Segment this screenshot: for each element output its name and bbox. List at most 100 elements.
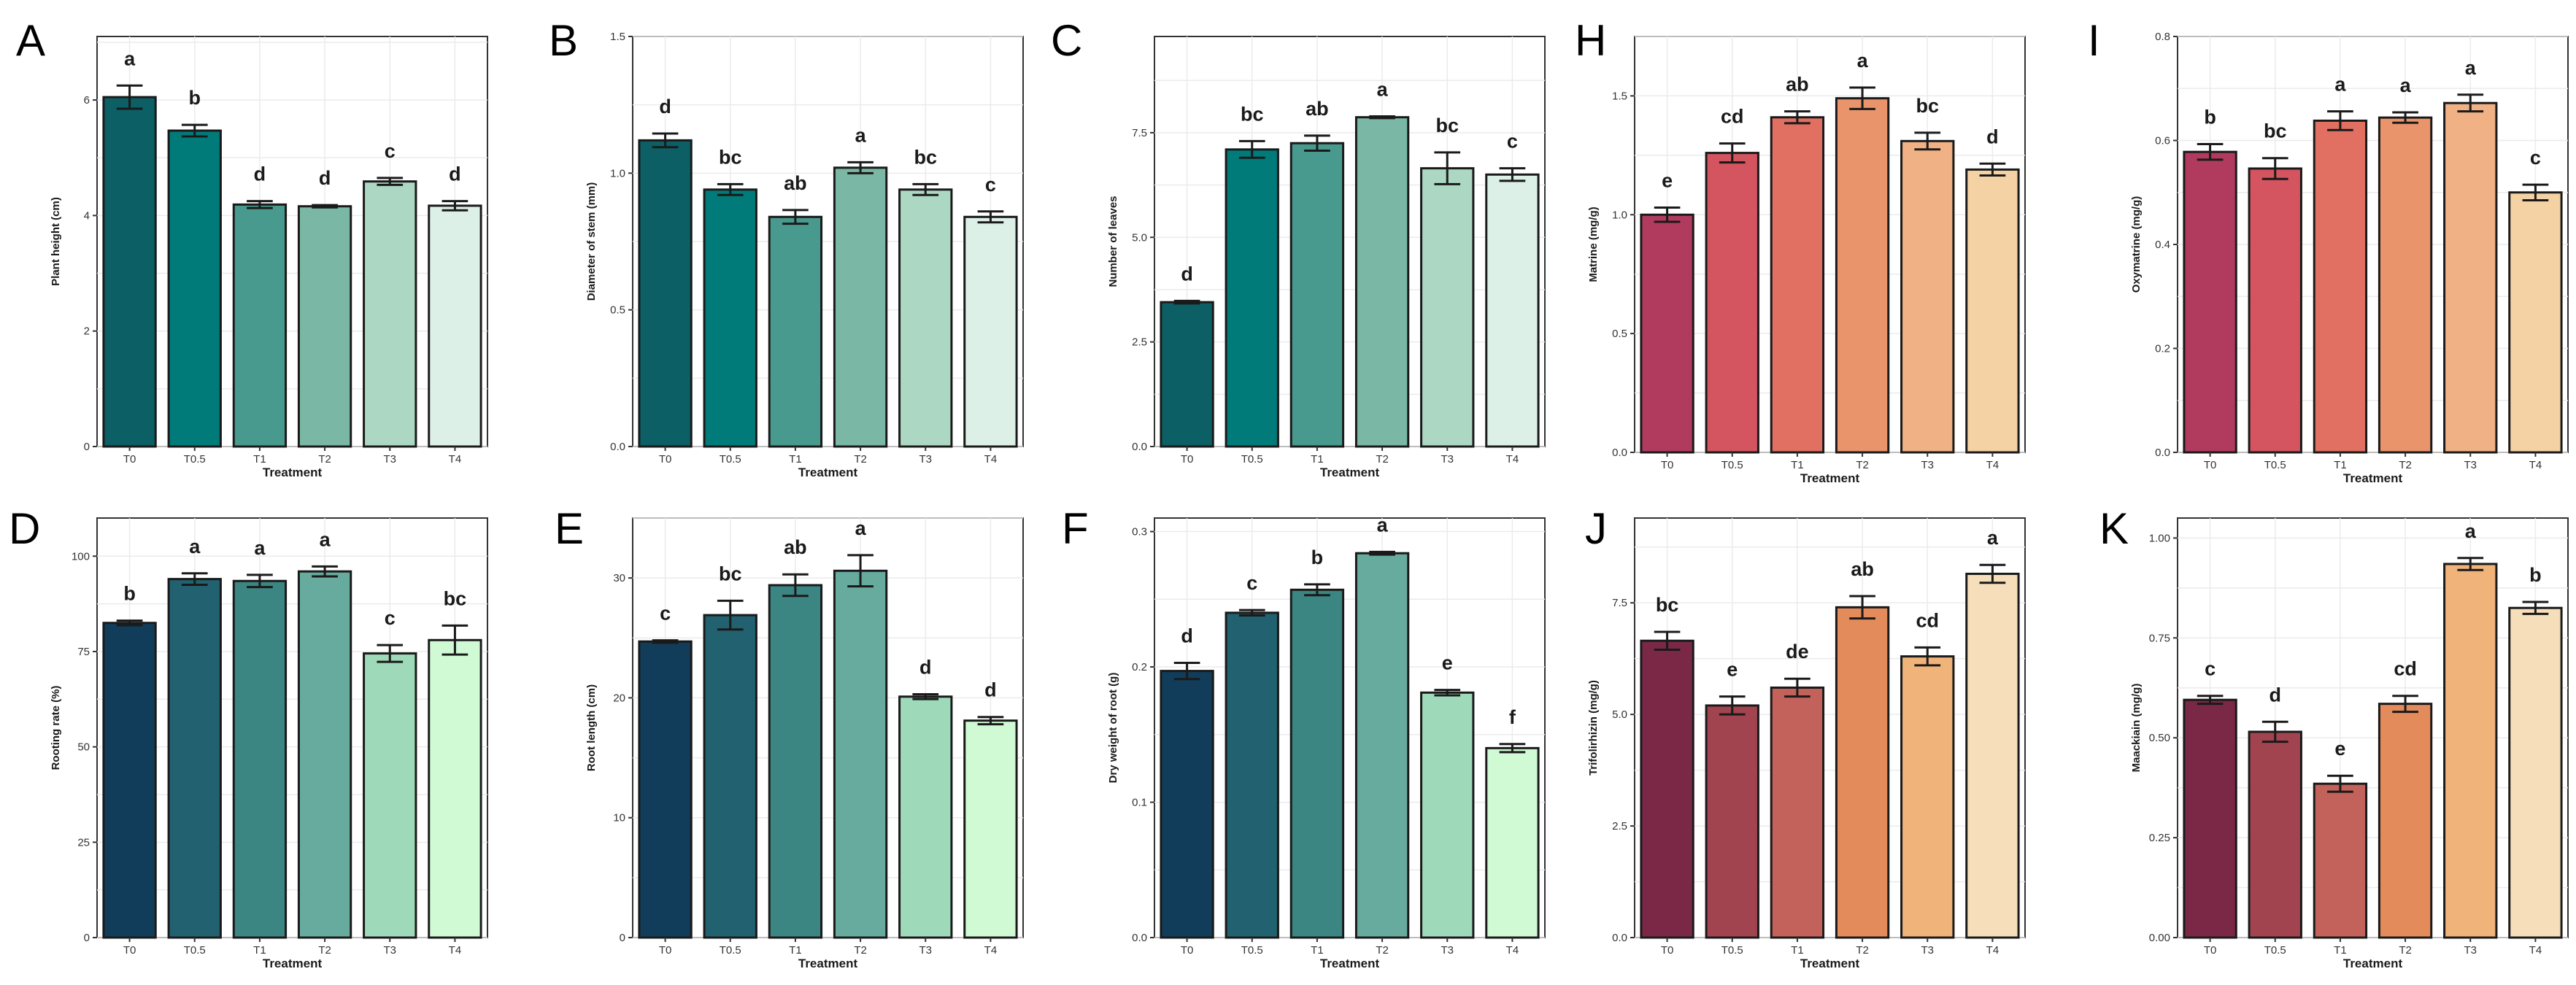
y-tick-label: 5.0 — [1132, 231, 1147, 244]
y-tick-label: 0.75 — [2149, 632, 2170, 644]
y-tick-label: 4 — [84, 209, 90, 222]
error-bar — [1914, 131, 1941, 151]
x-tick-label: T0.5 — [1241, 944, 1263, 957]
significance-label: d — [319, 167, 331, 189]
error-bar — [847, 161, 874, 174]
x-tick-label: T4 — [984, 453, 998, 466]
x-tick-label: T0.5 — [720, 944, 741, 957]
y-tick-label: 25 — [77, 836, 90, 849]
error-bar — [912, 693, 939, 700]
bar-k-t1 — [2313, 782, 2368, 939]
error-bar — [312, 565, 338, 578]
significance-label: e — [2334, 738, 2345, 760]
x-tick-label: T1 — [1311, 944, 1324, 957]
significance-label: a — [1857, 50, 1869, 72]
y-axis-title: Maackiain (mg/g) — [2130, 684, 2143, 773]
bar-e-t0-5 — [703, 614, 757, 939]
y-tick-label: 20 — [613, 692, 625, 704]
significance-label: a — [320, 528, 331, 550]
x-tick-label: T4 — [1506, 944, 1519, 957]
panel-e: c T0 bc T0.5 ab T1 a T2 d T3 d T4 0 10 20 30 Treatment Ro… — [555, 504, 1024, 970]
x-tick-label: T2 — [318, 453, 331, 466]
bar-e-t1 — [768, 584, 823, 939]
bar-a-t2 — [297, 205, 352, 448]
y-tick-label: 1.0 — [610, 167, 625, 179]
plot-area — [1154, 36, 1546, 447]
error-bar — [1369, 115, 1395, 120]
x-tick-label: T0 — [1661, 944, 1674, 957]
error-bar — [1173, 661, 1200, 681]
error-bar — [1849, 86, 1875, 110]
significance-label: a — [2400, 74, 2412, 96]
y-tick-label: 1.00 — [2149, 532, 2170, 544]
bar-e-t4 — [963, 719, 1018, 939]
bar-a-t0 — [102, 96, 157, 448]
x-tick-label: T2 — [2399, 459, 2412, 471]
bar-c-t4 — [1485, 173, 1540, 448]
significance-label: c — [385, 140, 396, 162]
y-tick-label: 7.5 — [1612, 597, 1627, 609]
bar-h-t0 — [1640, 213, 1694, 454]
x-tick-label: T2 — [1856, 459, 1869, 471]
significance-label: b — [123, 583, 136, 605]
y-tick-label: 0 — [84, 932, 90, 944]
plot-area — [1154, 517, 1546, 938]
significance-label: c — [985, 174, 996, 196]
x-tick-label: T3 — [919, 453, 932, 466]
bar-a-t4 — [428, 204, 482, 448]
x-tick-label: T0.5 — [1721, 944, 1743, 957]
significance-label: a — [2465, 57, 2477, 79]
error-bar — [1173, 299, 1200, 305]
significance-label: a — [1377, 79, 1389, 101]
bar-d-t4 — [428, 638, 482, 939]
significance-label: e — [1727, 659, 1738, 681]
x-tick-label: T3 — [2464, 459, 2477, 471]
significance-label: bc — [1656, 594, 1679, 616]
significance-label: b — [2529, 564, 2542, 586]
y-tick-label: 0.50 — [2149, 732, 2170, 744]
bar-c-t2 — [1354, 116, 1410, 448]
significance-label: bc — [719, 563, 742, 584]
panel-i: b T0 bc T0.5 a T1 a T2 a T3 c T4 0.0 0.2 0.4 0.6 0.8 Trea… — [2088, 16, 2569, 485]
error-bar — [1499, 167, 1526, 182]
bar-c-t0 — [1160, 301, 1214, 448]
significance-label: bc — [1435, 115, 1459, 136]
significance-label: ab — [784, 172, 807, 194]
y-tick-label: 7.5 — [1132, 127, 1147, 139]
y-tick-label: 0.25 — [2149, 832, 2170, 844]
error-bar — [1238, 609, 1265, 617]
significance-label: c — [1507, 131, 1518, 152]
bar-a-t0-5 — [167, 129, 222, 448]
error-bar — [782, 209, 809, 225]
significance-label: cd — [2394, 658, 2417, 680]
error-bar — [2457, 93, 2484, 113]
x-axis-title: Treatment — [798, 957, 858, 970]
bar-a-t1 — [232, 203, 288, 448]
y-tick-label: 100 — [72, 550, 90, 563]
error-bar — [181, 123, 208, 138]
error-bar — [441, 200, 468, 212]
y-axis-title: Rooting rate (%) — [50, 686, 62, 770]
bar-d-t0 — [102, 622, 157, 939]
error-bar — [1979, 162, 2006, 177]
error-bar — [1719, 695, 1746, 716]
error-bar — [2261, 720, 2288, 743]
x-tick-label: T0.5 — [184, 944, 206, 957]
significance-label: a — [254, 537, 266, 559]
error-bar — [1499, 743, 1526, 754]
panel-letter: C — [1051, 16, 1082, 65]
y-tick-label: 0.3 — [1132, 526, 1147, 538]
y-tick-label: 0.2 — [2155, 343, 2170, 355]
bar-k-t2 — [2378, 703, 2433, 939]
panel-letter: K — [2099, 504, 2129, 553]
bar-f-t4 — [1485, 746, 1540, 939]
significance-label: c — [2530, 147, 2541, 169]
y-tick-label: 2.5 — [1612, 820, 1627, 833]
panel-letter: J — [1585, 504, 1607, 553]
x-tick-label: T3 — [383, 944, 396, 957]
y-axis-title: Number of leaves — [1107, 196, 1119, 287]
error-bar — [247, 200, 273, 209]
error-bar — [2327, 774, 2353, 793]
y-tick-label: 0.4 — [2155, 239, 2170, 251]
x-tick-label: T2 — [2399, 944, 2412, 957]
